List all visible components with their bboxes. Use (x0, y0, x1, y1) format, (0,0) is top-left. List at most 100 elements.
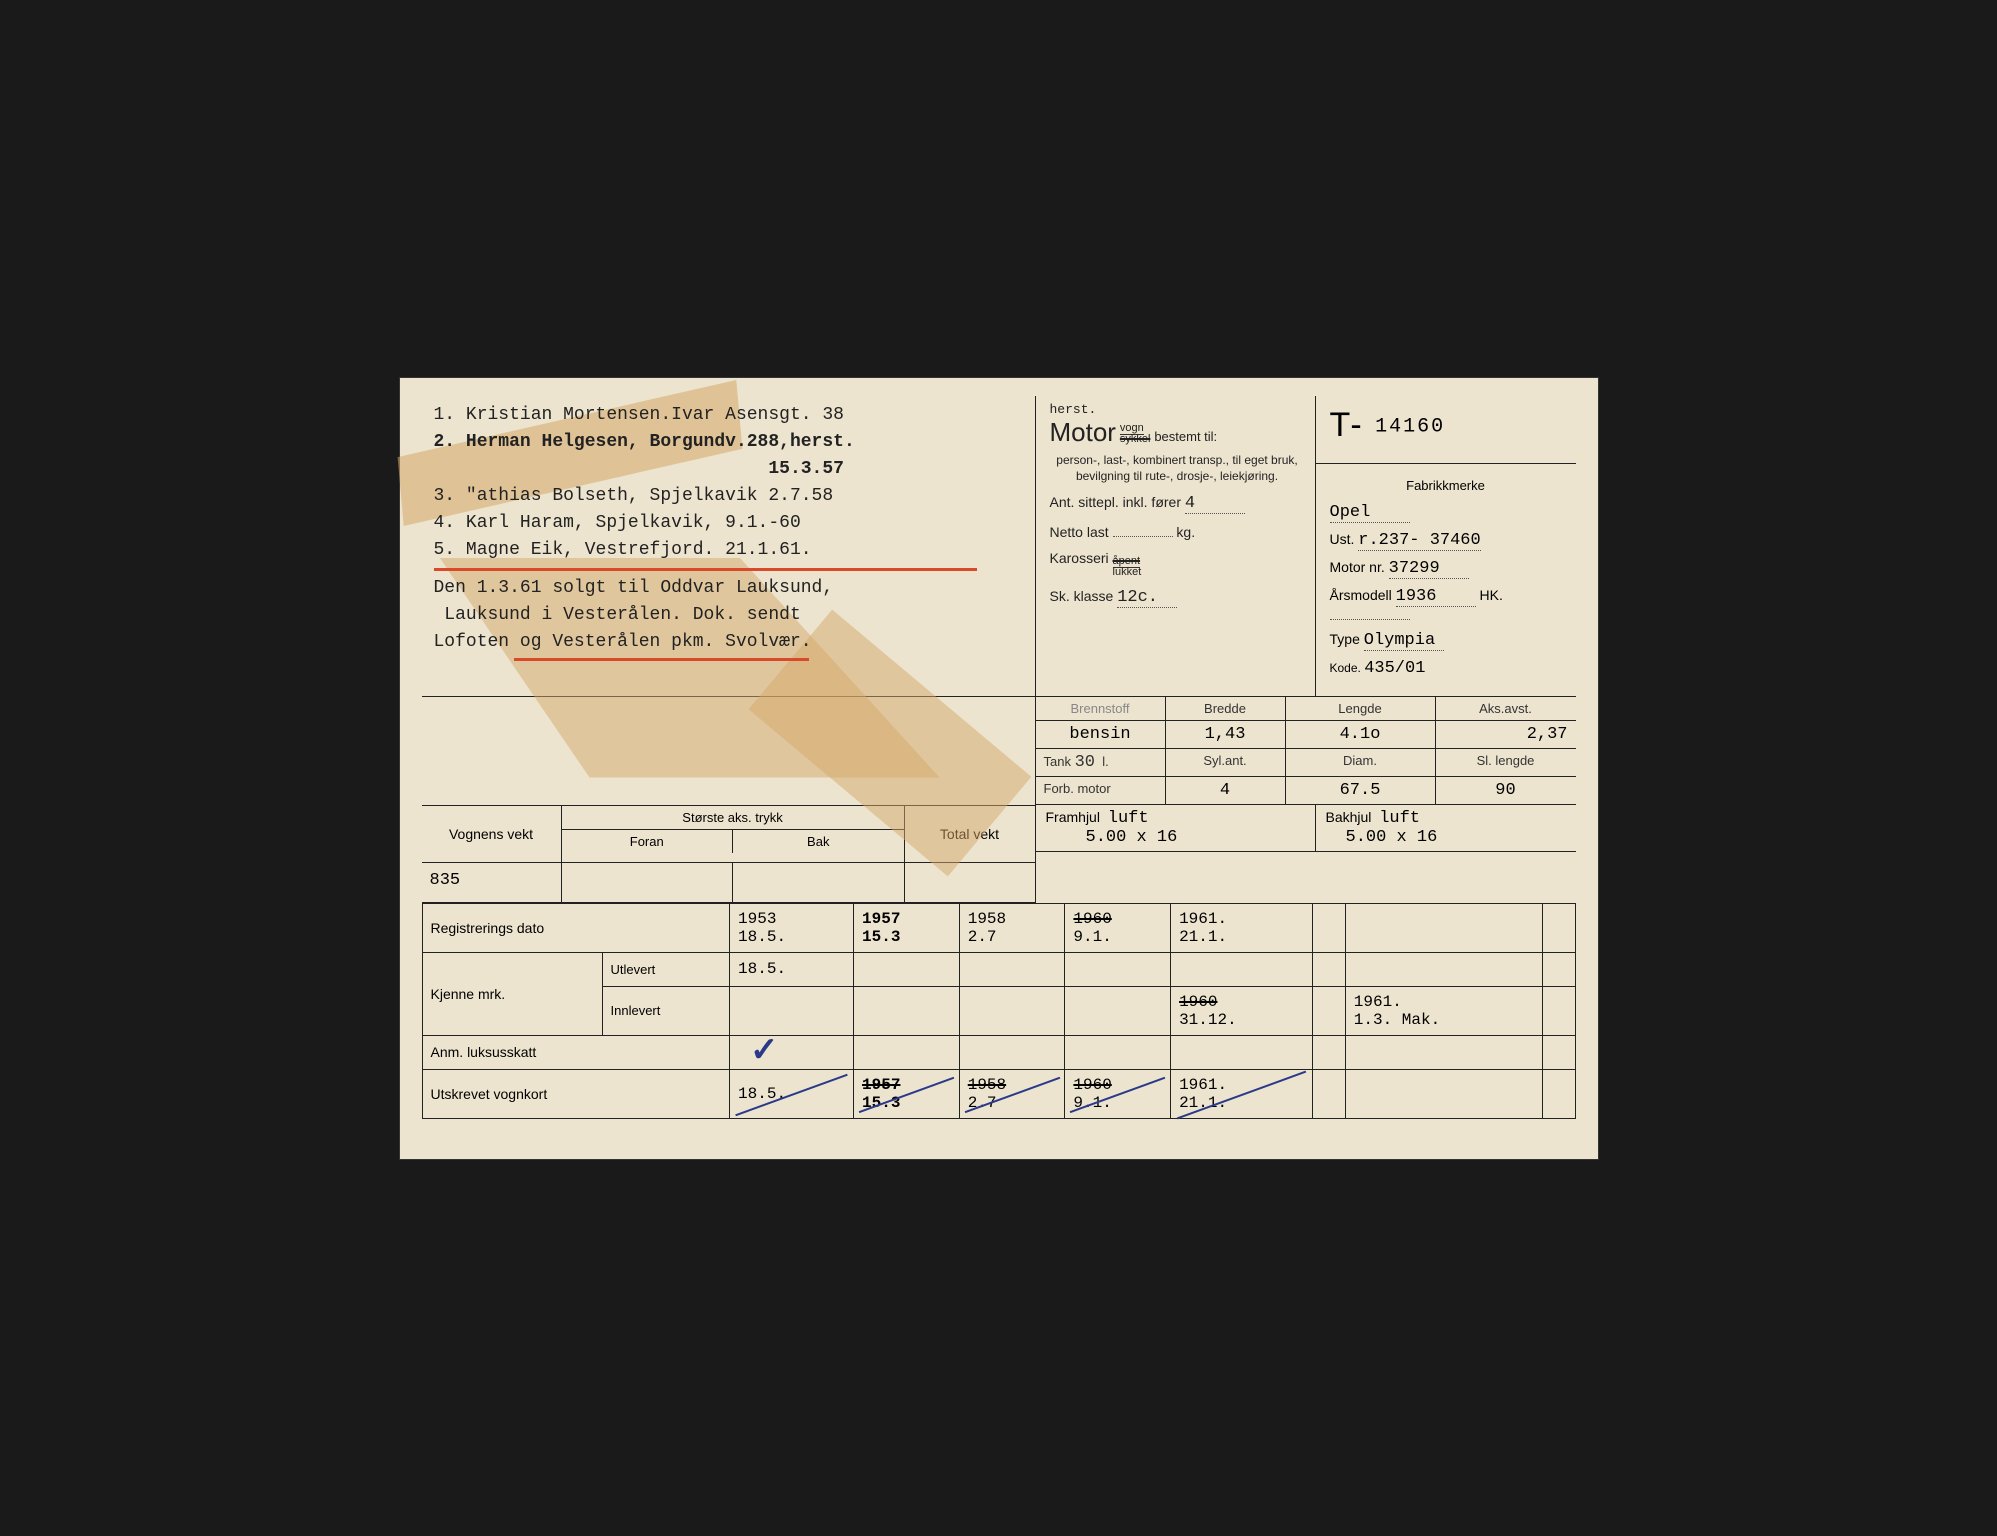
sl-hdr: Sl. lengde (1436, 749, 1576, 776)
aks-hdr: Aks.avst. (1436, 697, 1576, 720)
reg-cell (1345, 903, 1542, 952)
bakhjul-type: luft (1379, 809, 1420, 828)
plate-prefix: T- (1330, 406, 1364, 444)
framhjul-dim: 5.00 x 16 (1086, 828, 1178, 847)
utskr-cell: 195715.3 (854, 1069, 960, 1118)
innlevert-cell: 1961.1.3. Mak. (1345, 986, 1542, 1035)
utlevert-row: Kjenne mrk. Utlevert 18.5. (422, 952, 1575, 986)
motor-panel: herst. Motor vogn sykkel bestemt til: pe… (1036, 396, 1316, 696)
note-line: Lauksund i Vesterålen. Dok. sendt (434, 602, 1025, 629)
owner-line: 2. Herman Helgesen, Borgundv.288,herst. (434, 429, 1025, 456)
netto-field: Netto last kg. (1050, 524, 1305, 540)
sl-value: 90 (1436, 777, 1576, 804)
framhjul-cell: Framhjul luft 5.00 x 16 (1036, 805, 1316, 851)
spec-value-row-2: Forb. motor 4 67.5 90 (1036, 777, 1576, 805)
framhjul-type: luft (1108, 809, 1149, 828)
kode-value: 435/01 (1364, 659, 1425, 678)
kjenne-label: Kjenne mrk. (422, 952, 602, 1035)
reg-cell: 1961.21.1. (1171, 903, 1313, 952)
brennstoff-hdr: Brennstoff (1036, 697, 1166, 720)
spec-header-row-1: Brennstoff Bredde Lengde Aks.avst. (1036, 697, 1576, 721)
brennstoff-value: bensin (1036, 721, 1166, 748)
fabrikk-label: Fabrikkmerke (1330, 478, 1562, 493)
tank-hdr: Tank 30 l. (1036, 749, 1166, 776)
history-table: Registrerings dato 195318.5. 195715.3 19… (422, 903, 1576, 1119)
aks-value: 2,37 (1436, 721, 1576, 748)
bak-label: Bak (733, 830, 904, 853)
syl-hdr: Syl.ant. (1166, 749, 1286, 776)
anm-row: Anm. luksusskatt ✓ (422, 1035, 1575, 1069)
fabrikk-line: Opel (1330, 503, 1562, 523)
diam-value: 67.5 (1286, 777, 1436, 804)
red-underline (434, 568, 978, 571)
owner-line: 15.3.57 (434, 456, 1025, 483)
motor-title: Motor (1050, 417, 1116, 448)
motornr-line: Motor nr. 37299 (1330, 559, 1562, 579)
fabrikk-value: Opel (1330, 503, 1410, 523)
red-underline (514, 658, 810, 661)
seats-value: 4 (1185, 494, 1245, 514)
lukket-label: lukket (1113, 566, 1142, 578)
regdato-label: Registrerings dato (422, 903, 730, 952)
skklasse-label: Sk. klasse (1050, 588, 1114, 604)
innlevert-cell: 196031.12. (1171, 986, 1313, 1035)
vognens-vekt-value: 835 (422, 863, 562, 902)
weights-values: 835 (422, 863, 1035, 903)
spec-section: Vognens vekt Største aks. trykk Foran Ba… (422, 697, 1576, 903)
registration-card: 1. Kristian Mortensen.Ivar Asensgt. 38 2… (399, 377, 1599, 1160)
pen-check-icon: ✓ (750, 1030, 779, 1070)
reg-cell: 195715.3 (854, 903, 960, 952)
bakhjul-dim: 5.00 x 16 (1346, 828, 1438, 847)
aar-value: 1936 (1396, 587, 1476, 607)
utskr-cell: 18.5. (730, 1069, 854, 1118)
syl-value: 4 (1166, 777, 1286, 804)
owners-panel: 1. Kristian Mortensen.Ivar Asensgt. 38 2… (422, 396, 1036, 696)
reg-cell: 19582.7 (959, 903, 1065, 952)
wheels-row: Framhjul luft 5.00 x 16 Bakhjul luft 5.0… (1036, 805, 1576, 852)
reg-cell (1543, 903, 1575, 952)
type-line: Type Olympia (1330, 631, 1562, 651)
hk-value (1330, 619, 1410, 620)
utskr-cell: 1961.21.1. (1171, 1069, 1313, 1118)
total-vekt-label: Total vekt (905, 806, 1035, 862)
vogn-sykkel: vogn sykkel (1120, 423, 1151, 445)
note-line: Den 1.3.61 solgt til Oddvar Lauksund, (434, 575, 1025, 602)
top-section: 1. Kristian Mortensen.Ivar Asensgt. 38 2… (422, 396, 1576, 697)
bredde-value: 1,43 (1166, 721, 1286, 748)
motornr-value: 37299 (1389, 559, 1469, 579)
note-line: Lofoten og Vesterålen pkm. Svolvær. (434, 629, 1025, 656)
owner-line: 5. Magne Eik, Vestrefjord. 21.1.61. (434, 537, 1025, 564)
motornr-label: Motor nr. (1330, 559, 1385, 575)
ust-value: r.237- 37460 (1358, 531, 1480, 551)
spec-value-row-1: bensin 1,43 4.1o 2,37 (1036, 721, 1576, 749)
forb-hdr: Forb. motor (1036, 777, 1166, 804)
anm-label: Anm. luksusskatt (422, 1035, 730, 1069)
utskrevet-label: Utskrevet vognkort (422, 1069, 730, 1118)
bakhjul-label: Bakhjul (1326, 809, 1372, 825)
hk-label: HK. (1480, 587, 1503, 603)
divider (1316, 463, 1576, 464)
utskrevet-row: Utskrevet vognkort 18.5. 195715.3 19582.… (422, 1069, 1575, 1118)
ust-label: Ust. (1330, 531, 1355, 547)
utlevert-value: 18.5. (730, 952, 854, 986)
seats-label: Ant. sittepl. inkl. fører (1050, 494, 1181, 510)
reg-cell: 19609.1. (1065, 903, 1171, 952)
utskr-cell: 19609.1. (1065, 1069, 1171, 1118)
kode-line: Kode. 435/01 (1330, 659, 1562, 678)
reg-cell: 195318.5. (730, 903, 854, 952)
ust-line: Ust. r.237- 37460 (1330, 531, 1562, 551)
owner-line: 4. Karl Haram, Spjelkavik, 9.1.-60 (434, 510, 1025, 537)
spec-right: Brennstoff Bredde Lengde Aks.avst. bensi… (1036, 697, 1576, 903)
spec-header-row-2: Tank 30 l. Syl.ant. Diam. Sl. lengde (1036, 749, 1576, 777)
weights-header: Vognens vekt Største aks. trykk Foran Ba… (422, 805, 1035, 863)
netto-label: Netto last (1050, 524, 1109, 540)
sykkel-label: sykkel (1120, 433, 1151, 445)
regdato-row: Registrerings dato 195318.5. 195715.3 19… (422, 903, 1575, 952)
owner-line: 1. Kristian Mortensen.Ivar Asensgt. 38 (434, 402, 1025, 429)
plate-number: T- 14160 (1330, 406, 1562, 445)
vognens-vekt-label: Vognens vekt (422, 806, 562, 862)
aar-label: Årsmodell (1330, 587, 1392, 603)
karosseri-options: åpent lukket (1113, 556, 1142, 578)
bredde-hdr: Bredde (1166, 697, 1286, 720)
herst-label: herst. (1050, 402, 1305, 417)
